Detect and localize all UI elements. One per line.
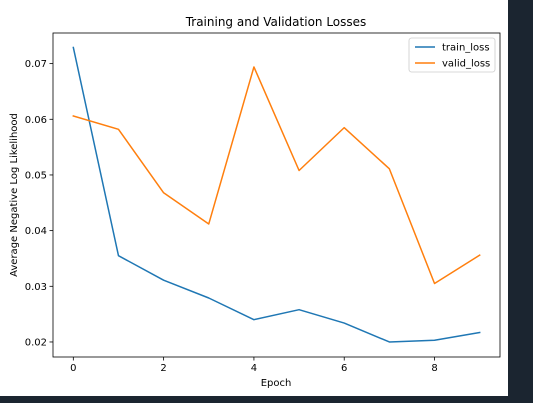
x-tick-label: 6 — [341, 363, 347, 374]
y-tick-label: 0.07 — [25, 59, 47, 70]
y-tick-label: 0.06 — [25, 115, 47, 126]
legend-label-train_loss: train_loss — [442, 43, 490, 54]
y-tick-label: 0.04 — [25, 226, 47, 237]
x-tick-label: 2 — [160, 363, 166, 374]
y-tick-label: 0.05 — [25, 170, 47, 181]
plot-frame — [52, 32, 501, 358]
series-line-train_loss — [72, 46, 481, 343]
line-chart: Training and Validation Losses 0 2 4 6 8 0.02… — [9, 15, 501, 389]
chart-title: Training and Validation Losses — [185, 15, 367, 29]
x-tick-label: 4 — [251, 363, 257, 374]
series-line-valid_loss — [72, 66, 481, 285]
legend-label-valid_loss: valid_loss — [442, 59, 490, 70]
x-axis-label: Epoch — [261, 378, 292, 389]
y-tick-label: 0.03 — [25, 282, 47, 293]
plot-area: 0 2 4 6 8 0.02 0.03 0.04 0.05 0.06 0.07 train_lossv… — [25, 32, 501, 374]
y-tick-label: 0.02 — [25, 337, 47, 348]
y-axis-label: Average Negative Log Likelihood — [9, 113, 20, 277]
x-tick-label: 0 — [70, 363, 76, 374]
x-tick-label: 8 — [431, 363, 437, 374]
chart-figure: Training and Validation Losses 0 2 4 6 8 0.02… — [0, 0, 508, 396]
